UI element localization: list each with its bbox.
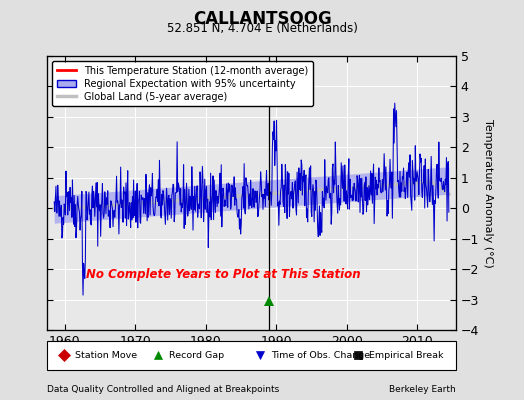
Text: Record Gap: Record Gap [169,351,224,360]
Legend: This Temperature Station (12-month average), Regional Expectation with 95% uncer: This Temperature Station (12-month avera… [52,61,313,106]
Text: CALLANTSOOG: CALLANTSOOG [193,10,331,28]
Text: Empirical Break: Empirical Break [369,351,444,360]
Text: No Complete Years to Plot at This Station: No Complete Years to Plot at This Statio… [86,268,361,281]
Text: 52.851 N, 4.704 E (Netherlands): 52.851 N, 4.704 E (Netherlands) [167,22,357,35]
Y-axis label: Temperature Anomaly (°C): Temperature Anomaly (°C) [483,119,493,267]
Text: Berkeley Earth: Berkeley Earth [389,385,456,394]
Text: Time of Obs. Change: Time of Obs. Change [271,351,370,360]
Text: Station Move: Station Move [75,351,137,360]
Text: Data Quality Controlled and Aligned at Breakpoints: Data Quality Controlled and Aligned at B… [47,385,279,394]
